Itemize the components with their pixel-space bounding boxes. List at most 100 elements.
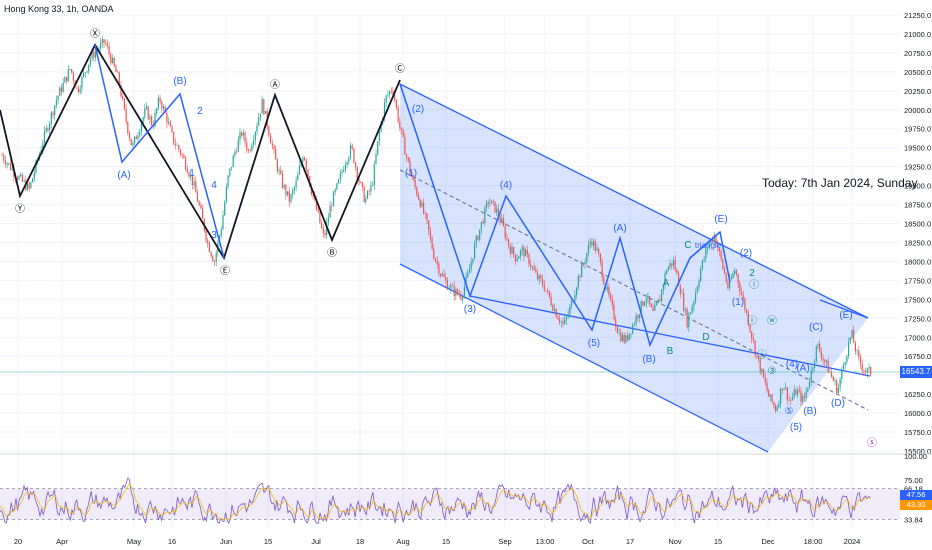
wave-label-triangle: triangle bbox=[695, 241, 722, 250]
candle-body bbox=[215, 252, 217, 262]
candle-body bbox=[375, 154, 377, 164]
candle-body bbox=[76, 87, 78, 88]
candle-body bbox=[713, 234, 715, 242]
wave-label-b-small: B bbox=[667, 346, 674, 357]
time-tick-label: 2024 bbox=[844, 537, 861, 546]
candle-body bbox=[125, 108, 127, 122]
candle-body bbox=[290, 194, 292, 202]
candle-body bbox=[83, 72, 85, 77]
candle-body bbox=[611, 298, 613, 305]
candle-body bbox=[543, 284, 545, 291]
candle-body bbox=[586, 253, 588, 262]
price-tick-label: 18500.0 bbox=[904, 220, 931, 229]
candle-body bbox=[142, 117, 144, 124]
candle-body bbox=[763, 369, 765, 378]
candle-body bbox=[742, 294, 744, 299]
candle-body bbox=[778, 403, 780, 408]
candle-body bbox=[103, 39, 105, 44]
candle-body bbox=[470, 262, 472, 270]
candle-body bbox=[361, 182, 363, 187]
time-tick-label: 16 bbox=[168, 537, 176, 546]
candle-body bbox=[179, 149, 182, 155]
candle-body bbox=[190, 175, 192, 177]
candle-body bbox=[798, 389, 800, 391]
candle-body bbox=[360, 182, 362, 183]
rsi-tick-label: 100.00 bbox=[904, 452, 927, 461]
candle-body bbox=[525, 249, 527, 257]
candle-body bbox=[837, 387, 839, 394]
rsi-tick-label: 33.84 bbox=[904, 516, 923, 525]
wave-label-paren-4b: (4) bbox=[786, 359, 798, 370]
candle-body bbox=[200, 205, 202, 209]
candle-body bbox=[52, 112, 54, 116]
candle-body bbox=[11, 168, 13, 170]
candle-body bbox=[465, 276, 467, 287]
candle-body bbox=[178, 145, 180, 150]
candle-body bbox=[642, 301, 644, 306]
wave-label-x: Ⓧ bbox=[90, 28, 100, 40]
candle-body bbox=[33, 172, 35, 179]
candle-body bbox=[315, 199, 318, 210]
candle-body bbox=[77, 87, 80, 93]
candle-body bbox=[538, 275, 540, 280]
wave-label-circ-iii: ⓘ bbox=[757, 349, 767, 361]
time-tick-label: Apr bbox=[56, 537, 68, 546]
candle-body bbox=[327, 217, 329, 223]
candle-body bbox=[518, 256, 520, 259]
candle-body bbox=[712, 239, 714, 242]
candle-body bbox=[814, 361, 816, 368]
candle-body bbox=[88, 64, 90, 72]
candle-body bbox=[176, 145, 178, 146]
candle-body bbox=[64, 76, 66, 83]
candle-body bbox=[810, 369, 812, 382]
candle-body bbox=[436, 260, 438, 264]
price-tick-label: 20250.0 bbox=[904, 87, 931, 96]
price-tick-label: 18000.0 bbox=[904, 257, 931, 266]
candle-body bbox=[484, 207, 486, 224]
candle-body bbox=[688, 314, 690, 328]
candle-body bbox=[761, 369, 763, 372]
candle-body bbox=[227, 175, 229, 188]
candle-body bbox=[3, 155, 5, 161]
candle-body bbox=[472, 258, 474, 263]
wave-label-2: 2 bbox=[197, 106, 203, 117]
candle-body bbox=[310, 186, 312, 195]
candle-body bbox=[132, 143, 134, 146]
candle-body bbox=[710, 239, 712, 244]
candle-body bbox=[446, 280, 448, 290]
candle-body bbox=[825, 360, 828, 362]
candle-body bbox=[638, 314, 641, 318]
candle-body bbox=[239, 132, 241, 140]
candle-body bbox=[593, 240, 595, 246]
candle-body bbox=[154, 112, 156, 127]
candle-body bbox=[417, 195, 420, 200]
candle-body bbox=[647, 296, 649, 299]
candle-body bbox=[395, 100, 397, 108]
candle-body bbox=[428, 220, 430, 231]
candle-body bbox=[108, 46, 110, 55]
candle-body bbox=[451, 285, 454, 287]
candle-body bbox=[780, 388, 782, 404]
candle-body bbox=[645, 298, 647, 303]
candle-body bbox=[723, 268, 726, 274]
candle-body bbox=[283, 185, 285, 188]
candle-body bbox=[511, 247, 513, 254]
candle-body bbox=[620, 332, 622, 342]
candle-body bbox=[331, 205, 333, 207]
candle-body bbox=[812, 367, 814, 370]
candle-body bbox=[497, 208, 499, 217]
candle-body bbox=[89, 58, 91, 65]
candle-body bbox=[20, 174, 22, 177]
candle-body bbox=[841, 369, 843, 379]
candle-body bbox=[402, 130, 404, 138]
candle-body bbox=[757, 355, 760, 359]
candle-body bbox=[540, 275, 542, 279]
candle-body bbox=[212, 256, 214, 262]
candle-body bbox=[16, 178, 18, 180]
candle-body bbox=[528, 254, 530, 265]
candle-body bbox=[679, 285, 681, 294]
candle-body bbox=[460, 295, 462, 300]
candle-body bbox=[531, 266, 533, 268]
